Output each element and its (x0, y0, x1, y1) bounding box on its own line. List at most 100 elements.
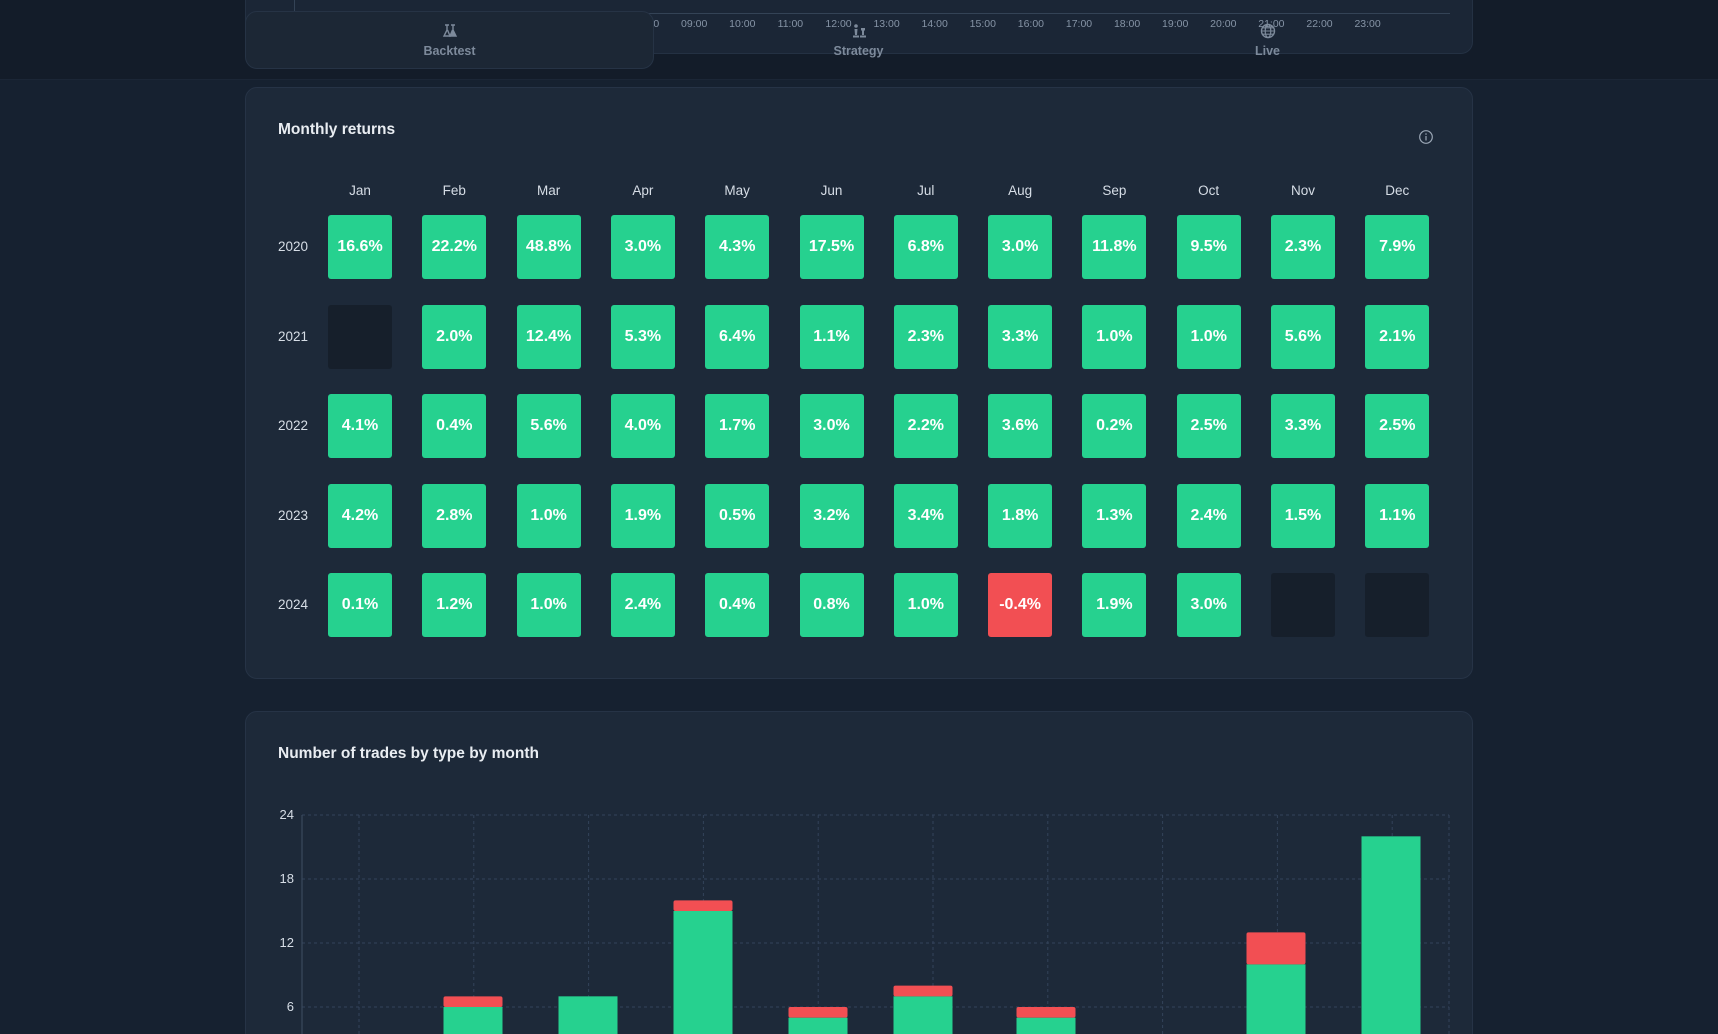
month-header: Mar (536, 183, 561, 198)
return-cell[interactable]: 1.1% (1365, 483, 1430, 548)
return-cell[interactable]: 12.4% (516, 304, 581, 369)
return-cell[interactable]: 9.5% (1176, 215, 1241, 279)
return-cell[interactable]: 1.0% (516, 573, 581, 637)
y-tick-label: 12 (280, 935, 294, 950)
trades-chart-title: Number of trades by type by month (278, 745, 539, 762)
return-cell[interactable]: 4.1% (328, 394, 392, 458)
return-cell[interactable]: 3.2% (799, 483, 864, 548)
return-cell[interactable]: 3.3% (1271, 394, 1335, 458)
return-cell[interactable]: 3.6% (988, 394, 1053, 458)
return-cell[interactable]: 1.9% (1082, 573, 1147, 637)
return-cell[interactable]: 1.8% (988, 483, 1053, 548)
tab-bar: Backtest Strategy Live (245, 11, 1473, 69)
info-icon[interactable] (1418, 129, 1434, 145)
trades-by-type-card: Number of trades by type by month 6 12 18 2… (245, 711, 1473, 1034)
previous-chart-x-tick: 15:00 (969, 18, 996, 30)
previous-chart-x-tick: 11:00 (777, 18, 804, 30)
previous-chart-x-tick: 14:00 (921, 18, 948, 30)
return-cell[interactable]: 2.1% (1365, 304, 1430, 369)
bar-losing-trades[interactable] (1246, 932, 1306, 965)
month-header: Feb (442, 183, 466, 198)
flask-icon (442, 23, 457, 37)
return-cell[interactable]: 1.2% (422, 573, 487, 637)
return-cell[interactable]: 3.0% (988, 215, 1053, 279)
bar-losing-trades[interactable] (893, 985, 953, 997)
return-cell[interactable]: 0.4% (705, 573, 770, 637)
return-cell[interactable]: 5.6% (516, 394, 581, 458)
return-cell[interactable]: 1.0% (1176, 304, 1241, 369)
bar-losing-trades[interactable] (788, 1007, 848, 1018)
bar-winning-trades[interactable] (893, 996, 953, 1034)
tab-strategy[interactable]: Strategy (654, 11, 1063, 69)
return-cell[interactable]: 16.6% (328, 215, 392, 279)
return-cell[interactable]: 11.8% (1082, 215, 1147, 279)
bar-winning-trades[interactable] (788, 1017, 848, 1034)
return-cell[interactable]: 2.4% (1176, 483, 1241, 548)
return-cell[interactable]: 0.5% (705, 483, 770, 548)
return-cell[interactable]: 3.4% (893, 483, 958, 548)
bar-winning-trades[interactable] (673, 911, 733, 1034)
return-cell[interactable]: 2.0% (422, 304, 487, 369)
return-cell[interactable]: 48.8% (516, 215, 581, 279)
return-cell[interactable]: 5.6% (1271, 304, 1335, 369)
previous-chart-x-tick: 22:00 (1306, 18, 1333, 30)
return-cell[interactable]: 1.7% (705, 394, 770, 458)
previous-chart-x-tick: 09:00 (681, 18, 708, 30)
bar-winning-trades[interactable] (443, 1007, 503, 1034)
bar-winning-trades[interactable] (1361, 836, 1421, 1034)
return-cell[interactable]: 1.0% (1082, 304, 1147, 369)
bar-winning-trades[interactable] (1246, 964, 1306, 1034)
globe-icon (1260, 23, 1275, 38)
return-cell[interactable]: 0.4% (422, 394, 487, 458)
month-header: Jan (349, 183, 371, 198)
return-cell[interactable]: 1.9% (610, 483, 675, 548)
return-cell[interactable] (1365, 573, 1430, 637)
monthly-returns-title: Monthly returns (278, 121, 396, 138)
return-cell[interactable]: 2.5% (1365, 394, 1430, 458)
bar-losing-trades[interactable] (673, 900, 733, 911)
return-cell[interactable] (1271, 573, 1335, 637)
return-cell[interactable]: 7.9% (1365, 215, 1430, 279)
return-cell[interactable] (328, 304, 392, 369)
return-cell[interactable]: 4.2% (328, 483, 392, 548)
year-label: 2024 (278, 597, 309, 612)
return-cell[interactable]: 0.1% (328, 573, 392, 637)
return-cell[interactable]: 4.0% (610, 394, 675, 458)
return-cell[interactable]: 1.0% (893, 573, 958, 637)
return-cell[interactable]: 22.2% (422, 215, 487, 279)
return-cell[interactable]: 4.3% (705, 215, 770, 279)
tab-backtest[interactable]: Backtest (245, 11, 654, 69)
top-strip: 07:0008:0009:0010:0011:0012:0013:0014:00… (0, 0, 1718, 80)
return-cell[interactable]: 1.5% (1271, 483, 1335, 548)
return-cell[interactable]: 1.1% (799, 304, 864, 369)
return-cell[interactable]: 2.8% (422, 483, 487, 548)
month-header: Apr (632, 183, 654, 198)
bar-losing-trades[interactable] (1016, 1007, 1076, 1018)
return-cell[interactable]: 2.5% (1176, 394, 1241, 458)
bar-winning-trades[interactable] (558, 996, 618, 1034)
return-cell[interactable]: 0.2% (1082, 394, 1147, 458)
tab-live[interactable]: Live (1063, 11, 1472, 69)
return-cell[interactable]: 0.8% (799, 573, 864, 637)
previous-chart-x-tick: 18:00 (1113, 18, 1141, 30)
return-cell[interactable]: -0.4% (988, 573, 1053, 637)
return-cell[interactable]: 17.5% (799, 215, 864, 279)
return-cell[interactable]: 1.0% (516, 483, 581, 548)
return-cell[interactable]: 2.2% (893, 394, 958, 458)
return-cell[interactable]: 1.3% (1082, 483, 1147, 548)
return-cell[interactable]: 2.3% (893, 304, 958, 369)
return-cell[interactable]: 3.0% (799, 394, 864, 458)
return-cell[interactable]: 2.3% (1271, 215, 1335, 279)
return-cell[interactable]: 6.8% (893, 215, 958, 279)
return-cell[interactable]: 3.3% (988, 304, 1053, 369)
return-cell[interactable]: 6.4% (705, 304, 770, 369)
previous-chart-x-tick: 12:00 (825, 18, 852, 30)
return-cell[interactable]: 5.3% (610, 304, 675, 369)
previous-chart-x-tick: 19:00 (1162, 18, 1189, 30)
return-cell[interactable]: 2.4% (610, 573, 675, 637)
bar-losing-trades[interactable] (443, 996, 503, 1007)
bar-winning-trades[interactable] (1016, 1017, 1076, 1034)
return-cell[interactable]: 3.0% (610, 215, 675, 279)
month-header: Jun (820, 183, 843, 198)
return-cell[interactable]: 3.0% (1176, 573, 1241, 637)
